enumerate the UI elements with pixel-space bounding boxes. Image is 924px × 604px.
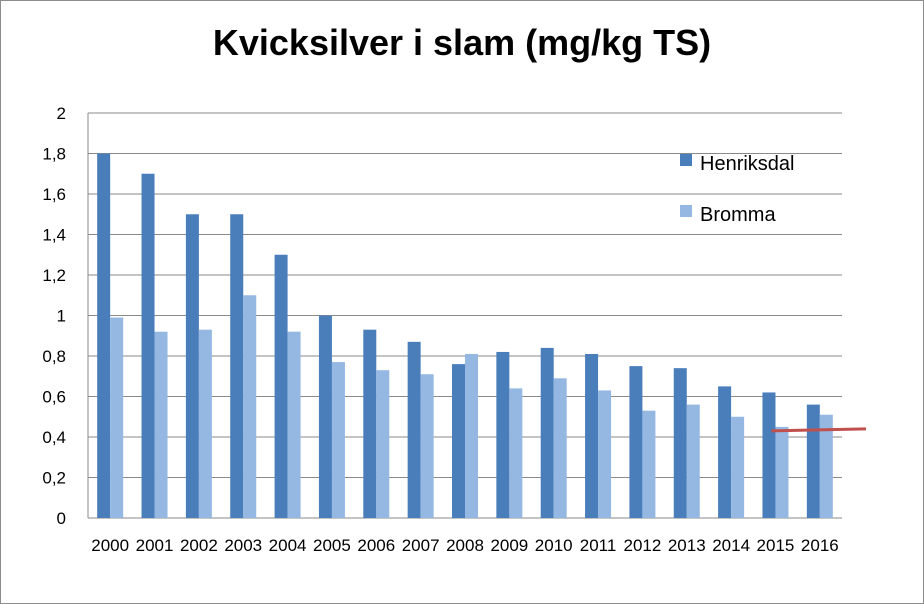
legend-swatch-bromma bbox=[680, 205, 692, 217]
y-tick-label: 0 bbox=[57, 509, 66, 528]
bar-henriksdal-2016 bbox=[806, 404, 820, 518]
x-tick-label: 2002 bbox=[180, 536, 218, 555]
x-tick-label: 2003 bbox=[224, 536, 262, 555]
x-tick-label: 2004 bbox=[269, 536, 307, 555]
bars bbox=[97, 153, 833, 518]
bar-henriksdal-2001 bbox=[141, 173, 155, 518]
y-tick-label: 0,8 bbox=[42, 347, 66, 366]
bar-bromma-2005 bbox=[331, 362, 345, 518]
bar-henriksdal-2015 bbox=[762, 392, 776, 518]
bar-bromma-2002 bbox=[198, 329, 212, 518]
y-tick-label: 1,2 bbox=[42, 266, 66, 285]
grid-lines bbox=[87, 112, 842, 519]
x-tick-label: 2008 bbox=[446, 536, 484, 555]
bar-bromma-2010 bbox=[553, 378, 567, 518]
legend-label-henriksdal: Henriksdal bbox=[700, 153, 794, 175]
x-tick-label: 2011 bbox=[580, 536, 617, 555]
bar-henriksdal-2011 bbox=[585, 353, 599, 518]
y-tick-label: 0,6 bbox=[42, 388, 66, 407]
y-tick-label: 1,4 bbox=[42, 226, 66, 245]
bar-bromma-2003 bbox=[243, 295, 257, 518]
bar-henriksdal-2000 bbox=[97, 153, 111, 518]
bar-bromma-2000 bbox=[110, 317, 124, 518]
bar-bromma-2014 bbox=[731, 416, 745, 518]
y-tick-label: 1 bbox=[57, 307, 66, 326]
bar-bromma-2013 bbox=[686, 404, 700, 518]
annotation bbox=[771, 427, 867, 433]
y-tick-label: 2 bbox=[57, 104, 66, 123]
bar-bromma-2016 bbox=[819, 414, 833, 518]
y-tick-label: 1,6 bbox=[42, 185, 66, 204]
bar-henriksdal-2010 bbox=[540, 347, 554, 518]
x-tick-label: 2012 bbox=[623, 536, 661, 555]
bar-henriksdal-2008 bbox=[452, 364, 465, 518]
x-tick-label: 2000 bbox=[91, 536, 129, 555]
bar-henriksdal-2006 bbox=[363, 329, 377, 518]
y-tick-label: 0,2 bbox=[42, 469, 66, 488]
x-tick-label: 2005 bbox=[313, 536, 351, 555]
y-tick-label: 1,8 bbox=[42, 145, 66, 164]
bar-bromma-2012 bbox=[642, 410, 656, 518]
bar-henriksdal-2014 bbox=[718, 386, 732, 518]
bar-henriksdal-2005 bbox=[318, 315, 332, 518]
x-tick-label: 2010 bbox=[535, 536, 573, 555]
y-tick-label: 0,4 bbox=[42, 428, 66, 447]
x-tick-label: 2014 bbox=[712, 536, 750, 555]
x-tick-label: 2015 bbox=[757, 536, 795, 555]
x-tick-label: 2001 bbox=[136, 536, 174, 555]
bar-henriksdal-2004 bbox=[274, 254, 288, 518]
bar-bromma-2009 bbox=[509, 388, 523, 518]
bar-bromma-2006 bbox=[376, 370, 390, 518]
bar-bromma-2007 bbox=[420, 374, 434, 518]
bar-bromma-2011 bbox=[598, 390, 612, 518]
x-tick-label: 2013 bbox=[668, 536, 706, 555]
bar-bromma-2015 bbox=[775, 426, 789, 518]
x-tick-label: 2007 bbox=[402, 536, 440, 555]
bar-henriksdal-2007 bbox=[407, 341, 421, 518]
chart-title: Kvicksilver i slam (mg/kg TS) bbox=[212, 22, 712, 63]
x-tick-label: 2009 bbox=[490, 536, 528, 555]
bar-bromma-2001 bbox=[154, 331, 168, 518]
bar-bromma-2008 bbox=[465, 353, 478, 518]
bar-henriksdal-2013 bbox=[673, 368, 687, 518]
bar-henriksdal-2002 bbox=[185, 214, 199, 518]
x-tick-label: 2016 bbox=[801, 536, 839, 555]
legend-label-bromma: Bromma bbox=[700, 204, 776, 226]
x-axis-ticks: 2000 2001 2002 2003 2004 2005 2006 2007 2008 2009… bbox=[91, 536, 838, 555]
target-line bbox=[771, 427, 867, 433]
bar-henriksdal-2009 bbox=[496, 351, 510, 518]
legend-swatch-henriksdal bbox=[680, 154, 692, 166]
bar-henriksdal-2012 bbox=[629, 366, 643, 518]
bar-henriksdal-2003 bbox=[230, 214, 244, 518]
y-axis-ticks: 0 0,2 0,4 0,6 0,8 1 1,2 1,4 1,6 1,8 2 bbox=[42, 104, 66, 528]
x-tick-label: 2006 bbox=[357, 536, 395, 555]
legend: Henriksdal Bromma bbox=[680, 153, 794, 226]
bar-bromma-2004 bbox=[287, 331, 301, 518]
